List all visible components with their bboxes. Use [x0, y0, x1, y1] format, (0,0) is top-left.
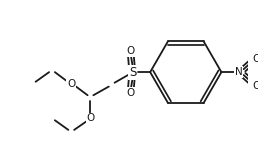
- Text: O: O: [127, 46, 135, 56]
- Text: O: O: [67, 79, 75, 89]
- Text: O: O: [86, 113, 95, 123]
- Text: O: O: [252, 54, 258, 64]
- Text: O: O: [252, 81, 258, 91]
- Text: N: N: [235, 67, 243, 77]
- Text: O: O: [127, 88, 135, 98]
- Text: S: S: [129, 66, 136, 79]
